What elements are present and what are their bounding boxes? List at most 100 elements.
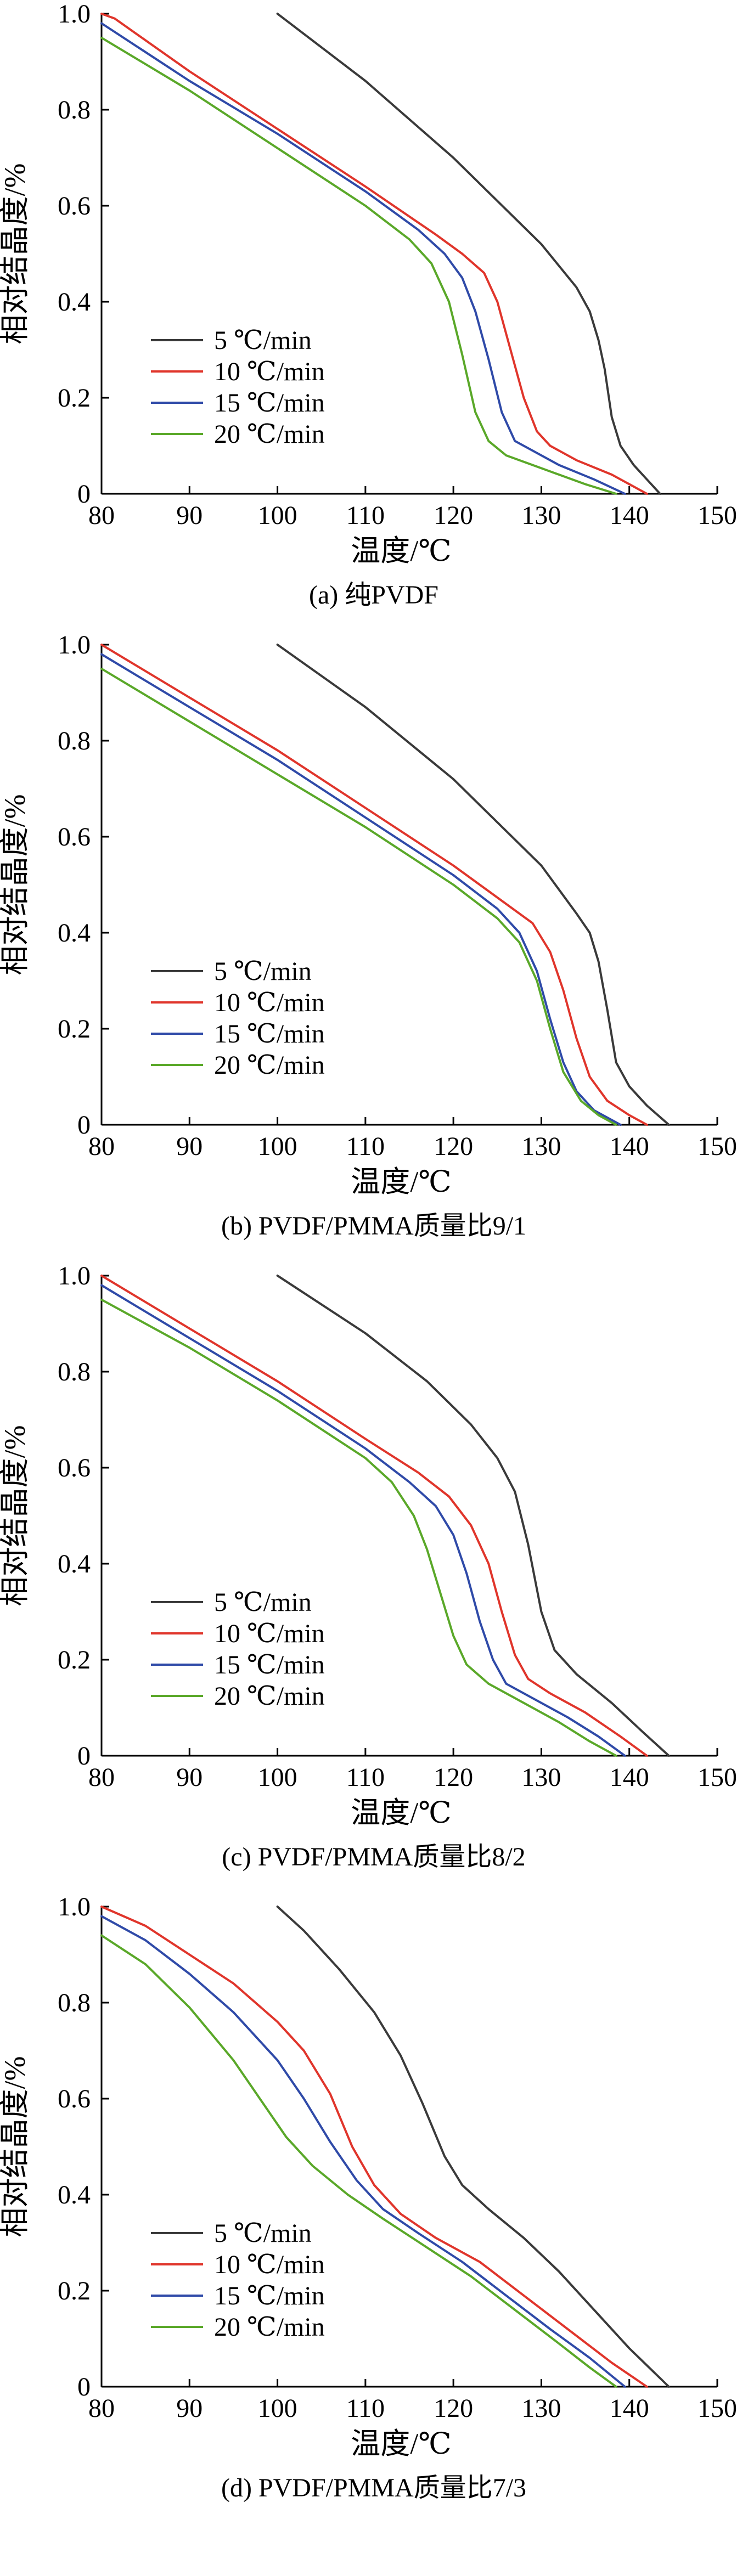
x-axis-title: 温度/℃ <box>351 1165 451 1198</box>
x-tick-label: 90 <box>176 1763 203 1792</box>
x-tick-label: 140 <box>610 501 649 530</box>
chart-panel: 80 90 100 110 120 130 140 150 0 0.2 0.4 0.6 0.8 1.0 温度… <box>0 1892 737 2502</box>
legend-label: 10 ℃/min <box>214 988 325 1017</box>
legend-label: 15 ℃/min <box>214 1650 325 1679</box>
panel-caption: (b) PVDF/PMMA质量比9/1 <box>221 1211 526 1241</box>
x-tick-label: 120 <box>434 2394 473 2423</box>
x-tick-label: 140 <box>610 1132 649 1161</box>
y-axis-title: 相对结晶度/% <box>0 1425 31 1607</box>
y-tick-label: 0.4 <box>58 288 91 317</box>
y-tick-label: 0.4 <box>58 2180 91 2209</box>
x-tick-label: 150 <box>698 501 737 530</box>
panel-caption: (c) PVDF/PMMA质量比8/2 <box>222 1842 525 1872</box>
series-line <box>100 1275 648 1757</box>
x-axis-title: 温度/℃ <box>351 2427 451 2460</box>
x-axis-title: 温度/℃ <box>351 1796 451 1829</box>
y-tick-label: 0.8 <box>58 95 91 125</box>
series-line <box>276 1906 670 2388</box>
y-tick-label: 0.6 <box>58 1453 91 1483</box>
series-line <box>100 36 617 495</box>
x-axis-title: 温度/℃ <box>351 534 451 567</box>
y-tick-label: 0.2 <box>58 1645 91 1675</box>
x-tick-label: 110 <box>346 1763 385 1792</box>
x-tick-label: 120 <box>434 1763 473 1792</box>
chart-panel: 80 90 100 110 120 130 140 150 0 0.2 0.4 0.6 0.8 1.0 温度… <box>0 0 737 610</box>
y-axis-title: 相对结晶度/% <box>0 2056 31 2237</box>
legend-label: 15 ℃/min <box>214 2281 325 2310</box>
y-tick-label: 0.8 <box>58 1988 91 2017</box>
series-line <box>100 1298 617 1757</box>
series-line <box>100 13 648 495</box>
legend-label: 15 ℃/min <box>214 388 325 418</box>
y-axis-title: 相对结晶度/% <box>0 164 31 345</box>
x-tick-label: 150 <box>698 1132 737 1161</box>
x-tick-label: 110 <box>346 2394 385 2423</box>
y-tick-label: 0.6 <box>58 2084 91 2113</box>
x-tick-label: 100 <box>258 2394 297 2423</box>
legend-label: 10 ℃/min <box>214 357 325 386</box>
series-line <box>100 1284 626 1757</box>
x-tick-label: 120 <box>434 1132 473 1161</box>
x-tick-label: 90 <box>176 501 203 530</box>
y-axis-title: 相对结晶度/% <box>0 794 31 976</box>
x-tick-label: 100 <box>258 501 297 530</box>
x-tick-label: 80 <box>88 1763 115 1792</box>
y-tick-label: 0.6 <box>58 822 91 852</box>
y-tick-label: 1.0 <box>58 0 91 29</box>
series-line <box>276 13 661 495</box>
x-tick-label: 110 <box>346 501 385 530</box>
x-tick-label: 130 <box>521 501 561 530</box>
legend-label: 5 ℃/min <box>214 1588 312 1617</box>
x-tick-label: 150 <box>698 1763 737 1792</box>
series-line <box>100 644 648 1126</box>
y-tick-label: 0 <box>77 2372 91 2402</box>
legend-label: 10 ℃/min <box>214 1619 325 1648</box>
chart-panel: 80 90 100 110 120 130 140 150 0 0.2 0.4 0.6 0.8 1.0 温度… <box>0 630 737 1241</box>
x-tick-label: 130 <box>521 1763 561 1792</box>
series-line <box>100 653 622 1126</box>
series-line <box>100 22 626 495</box>
chart-panel: 80 90 100 110 120 130 140 150 0 0.2 0.4 0.6 0.8 1.0 温度… <box>0 1261 737 1872</box>
x-tick-label: 80 <box>88 1132 115 1161</box>
y-tick-label: 1.0 <box>58 1261 91 1290</box>
x-tick-label: 90 <box>176 2394 203 2423</box>
legend-label: 10 ℃/min <box>214 2250 325 2279</box>
legend-label: 20 ℃/min <box>214 1051 325 1080</box>
x-tick-label: 110 <box>346 1132 385 1161</box>
legend-label: 5 ℃/min <box>214 326 312 355</box>
x-tick-label: 150 <box>698 2394 737 2423</box>
legend-label: 20 ℃/min <box>214 420 325 449</box>
y-tick-label: 0.2 <box>58 1014 91 1044</box>
y-tick-label: 0.2 <box>58 384 91 413</box>
x-tick-label: 80 <box>88 2394 115 2423</box>
x-tick-label: 100 <box>258 1763 297 1792</box>
x-tick-label: 120 <box>434 501 473 530</box>
y-tick-label: 0 <box>77 1741 91 1771</box>
x-tick-label: 140 <box>610 1763 649 1792</box>
y-tick-label: 0.4 <box>58 918 91 948</box>
y-tick-label: 1.0 <box>58 630 91 659</box>
legend-label: 5 ℃/min <box>214 957 312 986</box>
series-line <box>100 667 617 1126</box>
legend-label: 20 ℃/min <box>214 1682 325 1711</box>
panel-caption: (a) 纯PVDF <box>309 580 438 610</box>
series-line <box>100 1915 626 2388</box>
series-line <box>276 1275 670 1757</box>
x-tick-label: 140 <box>610 2394 649 2423</box>
y-tick-label: 0 <box>77 480 91 509</box>
panel-caption: (d) PVDF/PMMA质量比7/3 <box>221 2473 526 2502</box>
x-tick-label: 130 <box>521 1132 561 1161</box>
legend-label: 5 ℃/min <box>214 2219 312 2248</box>
y-tick-label: 0.8 <box>58 1357 91 1386</box>
x-tick-label: 130 <box>521 2394 561 2423</box>
y-tick-label: 0.2 <box>58 2276 91 2306</box>
y-tick-label: 1.0 <box>58 1892 91 1921</box>
x-tick-label: 100 <box>258 1132 297 1161</box>
y-tick-label: 0.4 <box>58 1549 91 1579</box>
x-tick-label: 80 <box>88 501 115 530</box>
series-line <box>276 644 670 1126</box>
y-tick-label: 0.8 <box>58 726 91 756</box>
y-tick-label: 0 <box>77 1111 91 1140</box>
x-tick-label: 90 <box>176 1132 203 1161</box>
